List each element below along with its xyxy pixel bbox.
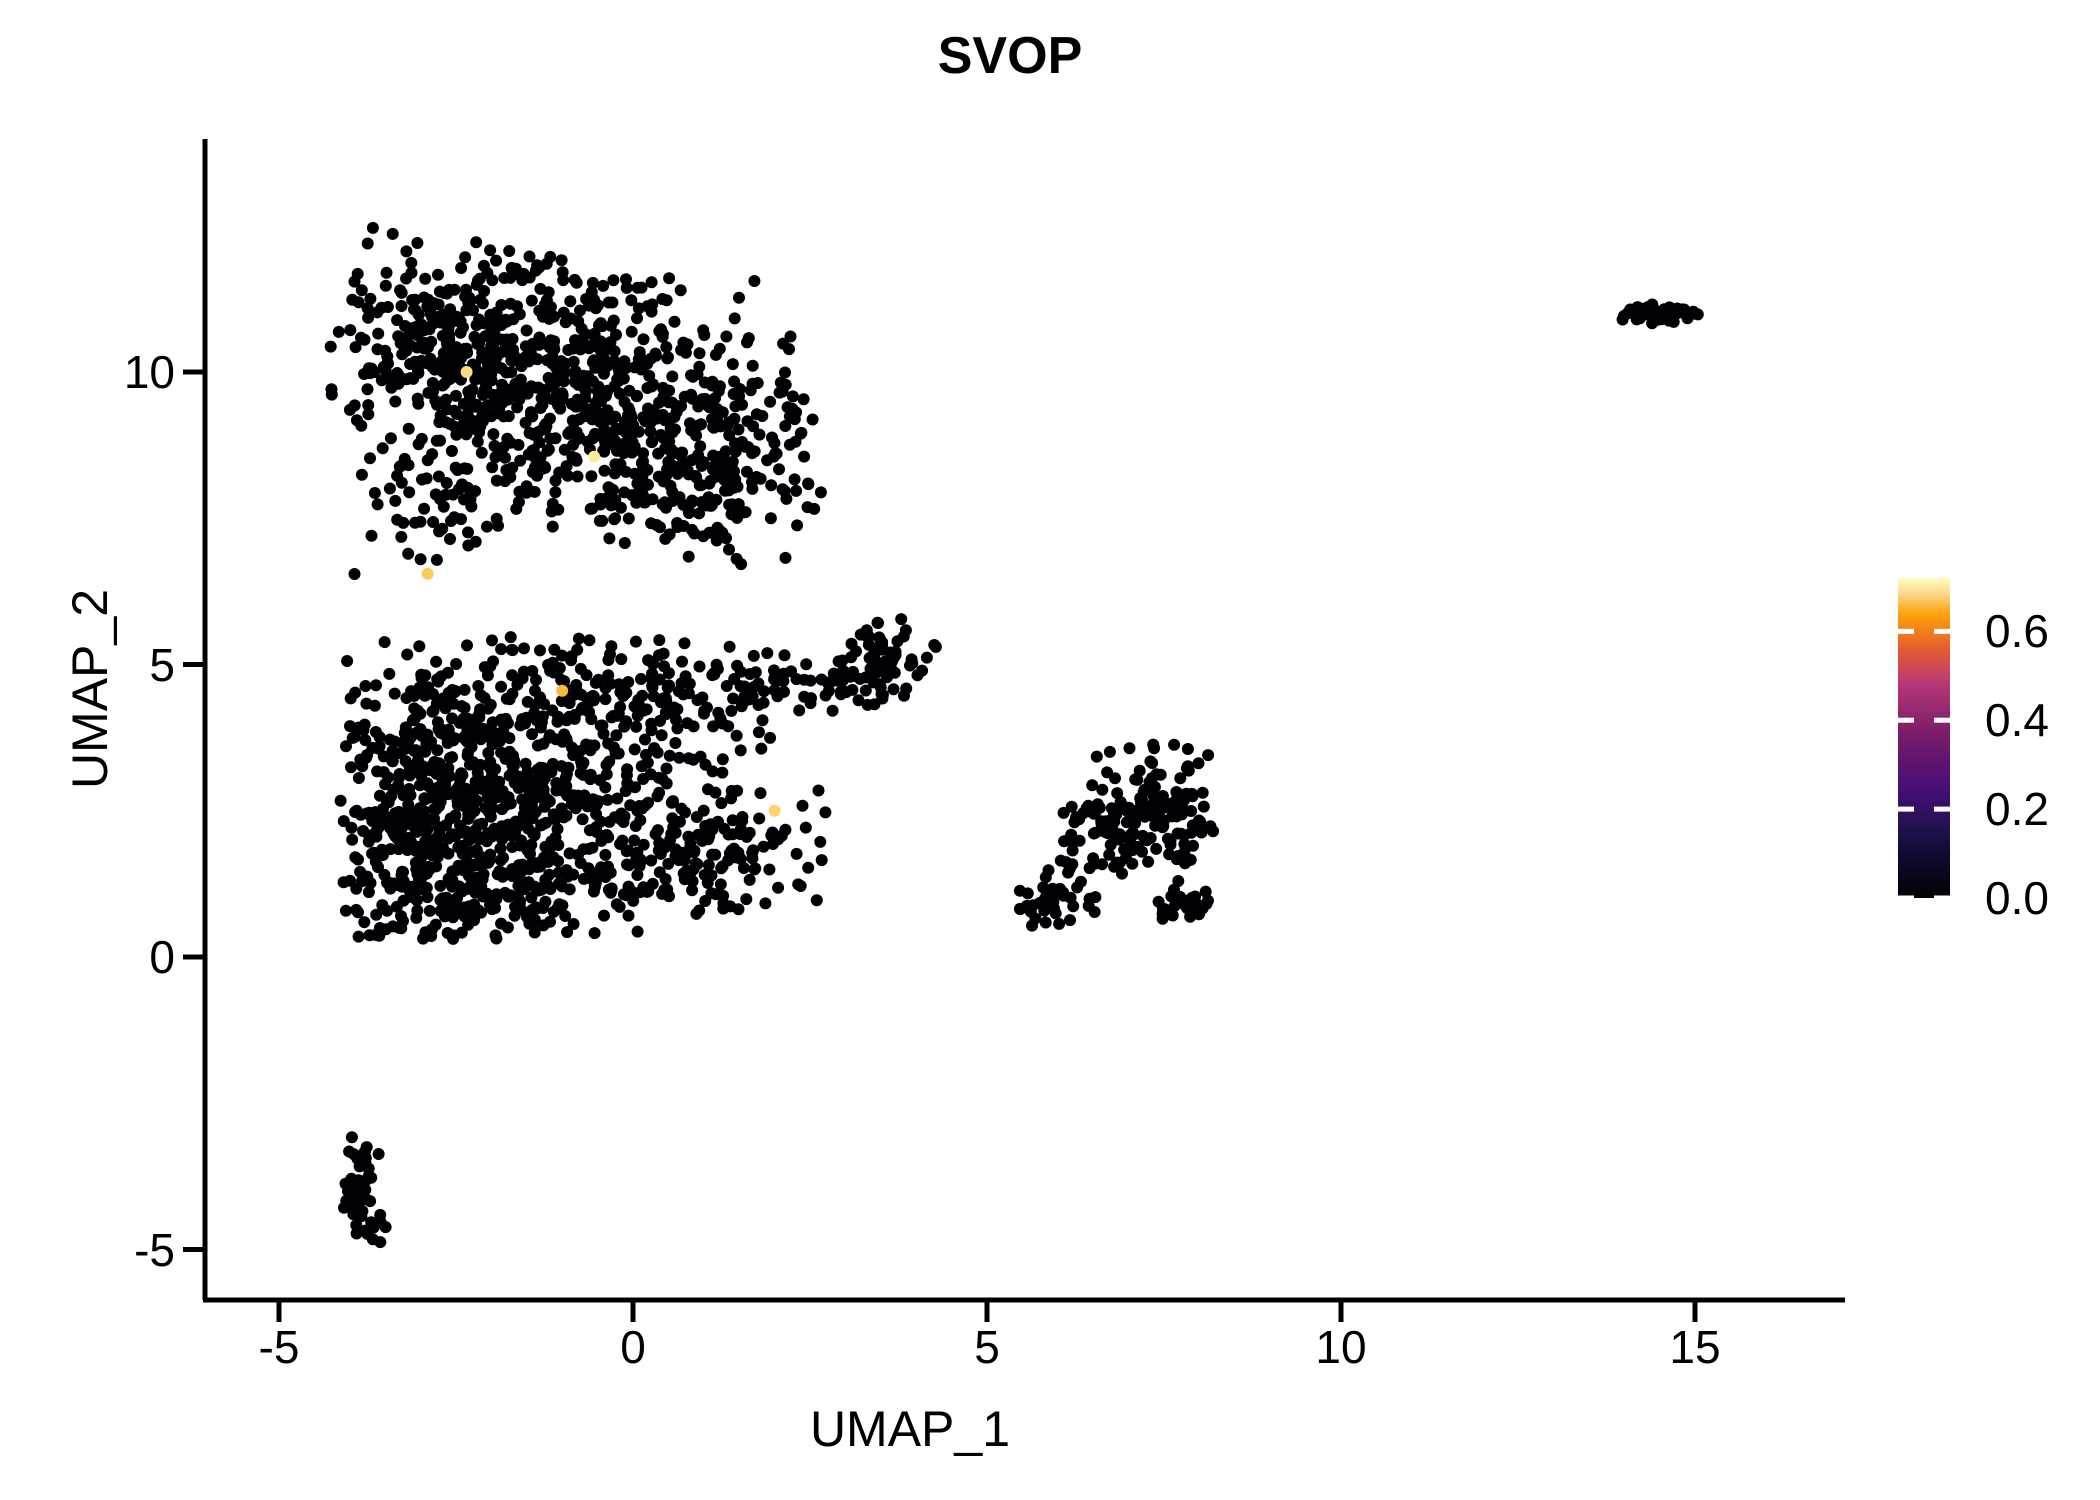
x-tick-label: -5 — [258, 1321, 300, 1373]
x-tick-label: 15 — [1669, 1321, 1721, 1373]
x-axis-label: UMAP_1 — [809, 1401, 1011, 1457]
colorbar-tick-marks — [1898, 628, 1950, 901]
x-tick-label: 10 — [1315, 1321, 1367, 1373]
colorbar-tick-label: 0.2 — [1985, 783, 2049, 836]
y-tick-marks — [183, 369, 203, 1252]
colorbar[interactable] — [1898, 578, 1950, 901]
y-tick-label: 5 — [149, 638, 175, 691]
y-tick-label: 10 — [123, 346, 175, 398]
y-tick-label: -5 — [134, 1223, 175, 1276]
data-points-layer — [324, 221, 1704, 1249]
x-tick-label: 0 — [620, 1321, 646, 1373]
colorbar-tick-label: 0.6 — [1985, 605, 2049, 658]
x-tick-marks — [276, 1302, 1698, 1322]
colorbar-tick-label: 0.4 — [1985, 694, 2049, 747]
y-axis-label: UMAP_2 — [62, 588, 118, 790]
page-title: SVOP — [937, 27, 1083, 85]
axis-lines — [183, 139, 1845, 1322]
colorbar-gradient — [1898, 578, 1950, 898]
x-tick-label: 5 — [974, 1321, 1000, 1373]
y-tick-label: 0 — [149, 931, 175, 983]
colorbar-tick-label: 0.0 — [1985, 872, 2049, 924]
